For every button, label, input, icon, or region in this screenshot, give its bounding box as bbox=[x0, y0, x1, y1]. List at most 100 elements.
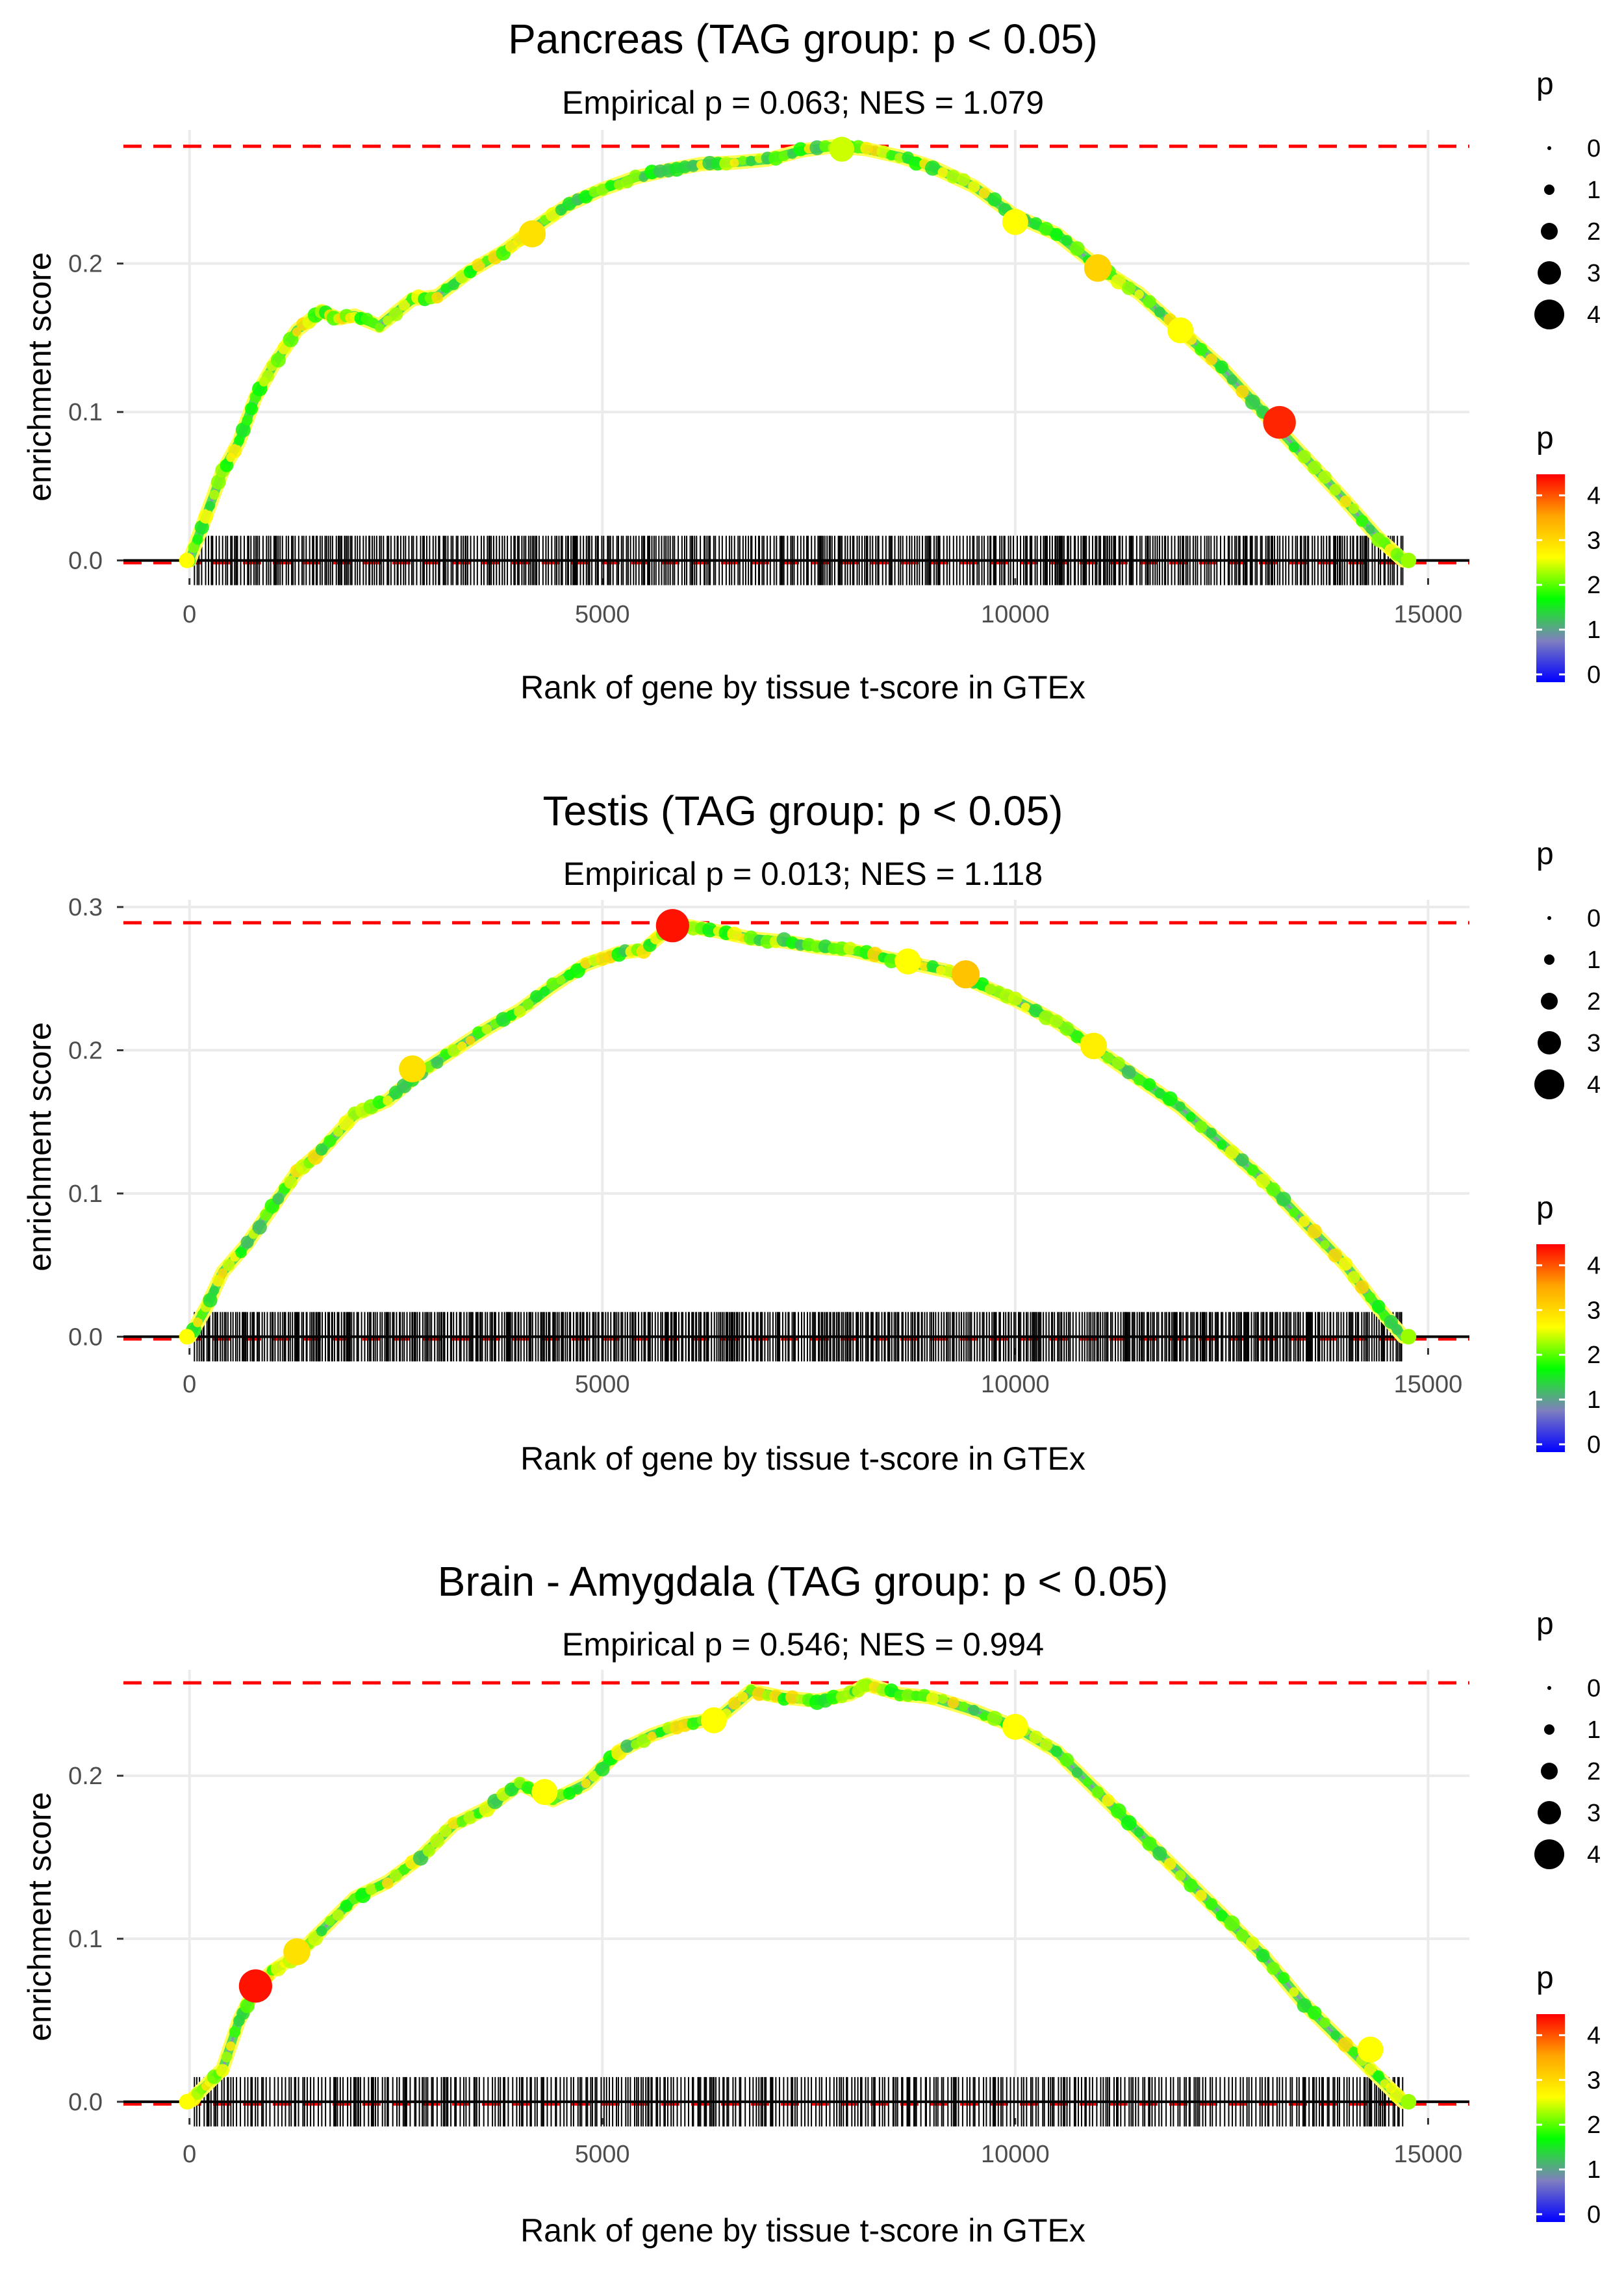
es-point bbox=[448, 279, 459, 290]
color-legend-bar bbox=[1536, 474, 1565, 682]
es-point bbox=[1215, 360, 1228, 374]
es-point bbox=[1364, 2063, 1377, 2076]
es-point bbox=[978, 187, 990, 199]
panel-subtitle: Empirical p = 0.063; NES = 1.079 bbox=[562, 84, 1044, 121]
es-point bbox=[1318, 470, 1332, 484]
es-point bbox=[242, 415, 253, 426]
panel-testis: Testis (TAG group: p < 0.05) Empirical p… bbox=[21, 787, 1469, 1477]
es-point bbox=[210, 474, 226, 490]
es-point bbox=[221, 2051, 233, 2063]
es-point bbox=[957, 173, 971, 186]
es-point bbox=[530, 990, 543, 1003]
es-point bbox=[1355, 1280, 1369, 1294]
es-point bbox=[1276, 1192, 1291, 1207]
es-point bbox=[440, 283, 451, 294]
color-legend-title: p bbox=[1536, 421, 1554, 455]
es-point bbox=[738, 155, 748, 165]
es-point bbox=[1071, 1030, 1084, 1043]
x-axis-label: Rank of gene by tissue t-score in GTEx bbox=[520, 2212, 1085, 2249]
es-point bbox=[316, 1926, 327, 1937]
es-point bbox=[1102, 1052, 1114, 1064]
panel-pancreas: Pancreas (TAG group: p < 0.05) Empirical… bbox=[21, 16, 1469, 706]
size-legend-dot bbox=[1544, 185, 1554, 195]
x-tick-label: 15000 bbox=[1394, 601, 1463, 628]
panel-subtitle: Empirical p = 0.013; NES = 1.118 bbox=[563, 856, 1043, 892]
panel-brain-amygdala: Brain - Amygdala (TAG group: p < 0.05) E… bbox=[21, 1558, 1469, 2249]
es-point bbox=[398, 299, 410, 311]
x-axis-label: Rank of gene by tissue t-score in GTEx bbox=[520, 669, 1085, 706]
size-legend-label: 0 bbox=[1587, 135, 1601, 162]
x-tick-label: 15000 bbox=[1394, 2141, 1463, 2168]
es-highlight-point bbox=[1002, 1713, 1028, 1740]
es-point bbox=[188, 542, 199, 554]
size-legend-dot bbox=[1538, 1801, 1561, 1824]
es-point bbox=[220, 459, 234, 472]
es-point bbox=[1154, 1088, 1165, 1099]
es-point bbox=[1021, 1003, 1030, 1012]
es-point bbox=[886, 150, 897, 161]
es-point bbox=[1111, 1056, 1125, 1070]
es-point bbox=[431, 292, 443, 304]
y-tick-label: 0.1 bbox=[68, 1926, 103, 1953]
size-legend-label: 3 bbox=[1587, 1030, 1601, 1057]
es-start-point bbox=[179, 2093, 195, 2110]
y-tick-label: 0.1 bbox=[68, 1181, 103, 1208]
es-point bbox=[1339, 495, 1352, 508]
es-point bbox=[374, 1882, 385, 1891]
es-curve-core bbox=[188, 145, 1404, 562]
size-legend-label: 3 bbox=[1587, 260, 1601, 287]
es-point bbox=[687, 1717, 700, 1730]
es-highlight-point bbox=[1167, 317, 1194, 344]
legend-testis: p 0 1 2 3 4 p 0 1 2 3 4 bbox=[1534, 837, 1601, 1459]
es-point bbox=[1175, 1101, 1186, 1112]
y-tick-label: 0.1 bbox=[68, 399, 103, 426]
es-point bbox=[1195, 1889, 1207, 1902]
es-point bbox=[546, 977, 559, 991]
color-legend-label: 3 bbox=[1587, 527, 1601, 554]
es-curve bbox=[179, 136, 1417, 568]
es-point bbox=[1205, 353, 1217, 366]
es-point bbox=[785, 1690, 800, 1705]
es-point bbox=[1008, 991, 1022, 1006]
color-legend-label: 0 bbox=[1587, 661, 1601, 689]
size-legend-title: p bbox=[1536, 837, 1554, 871]
y-tick-label: 0.0 bbox=[68, 2089, 103, 2116]
es-point bbox=[481, 1024, 492, 1034]
size-legend-dot bbox=[1541, 993, 1558, 1010]
size-legend-dot bbox=[1538, 261, 1561, 285]
es-point bbox=[1338, 1257, 1352, 1271]
es-point bbox=[1308, 461, 1322, 475]
y-tick-label: 0.0 bbox=[68, 548, 103, 575]
es-point bbox=[605, 179, 616, 191]
es-point bbox=[216, 2063, 229, 2078]
es-point bbox=[1299, 1216, 1310, 1227]
es-point bbox=[937, 167, 948, 178]
es-point bbox=[1110, 1803, 1126, 1819]
es-point bbox=[209, 1286, 220, 1296]
es-point bbox=[465, 1036, 476, 1045]
es-point bbox=[225, 2041, 236, 2051]
es-point bbox=[1152, 1846, 1167, 1861]
es-point bbox=[1184, 1878, 1198, 1893]
color-legend-title: p bbox=[1536, 1961, 1554, 1995]
es-highlight-point bbox=[1357, 2036, 1384, 2063]
es-point bbox=[240, 1998, 255, 2013]
y-tick-label: 0.2 bbox=[68, 1763, 103, 1790]
x-tick-label: 0 bbox=[183, 1371, 196, 1398]
es-point bbox=[422, 1844, 436, 1857]
es-point bbox=[1330, 2030, 1340, 2040]
y-axis-label: enrichment score bbox=[21, 252, 58, 502]
es-point bbox=[1195, 1120, 1208, 1133]
x-tick-label: 0 bbox=[183, 601, 196, 628]
es-end-point bbox=[1401, 1329, 1417, 1345]
es-point bbox=[959, 1702, 969, 1711]
color-legend-title: p bbox=[1536, 1191, 1554, 1225]
es-point bbox=[284, 1175, 298, 1189]
es-curve-line bbox=[184, 142, 1408, 565]
es-point bbox=[447, 1043, 461, 1057]
color-legend-label: 4 bbox=[1587, 1252, 1601, 1279]
es-point bbox=[1154, 306, 1165, 318]
es-start-point bbox=[179, 552, 195, 568]
plot-area: 0.0 0.1 0.2 0.3 0 5000 10000 15000 bbox=[68, 894, 1469, 1398]
